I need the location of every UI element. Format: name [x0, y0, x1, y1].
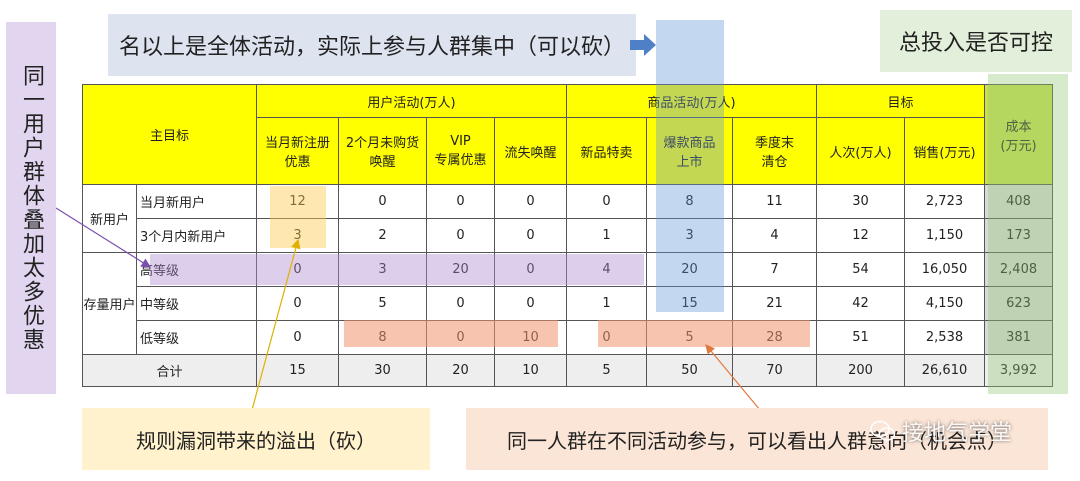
- activity-table: 主目标 用户活动(万人) 商品活动(万人) 目标 成本 (万元) 当月新注册 优…: [82, 84, 1053, 387]
- table-cell: 12: [816, 218, 905, 253]
- top-banner: 名以上是全体活动，实际上参与人群集中（可以砍）: [108, 14, 636, 76]
- table-cell: 2,723: [904, 184, 985, 219]
- total-cost-cell: 3,992: [984, 354, 1053, 387]
- table-cell: 0: [494, 286, 567, 321]
- total-cell: 200: [816, 354, 905, 387]
- table-cell: 1: [566, 286, 647, 321]
- table-cell: 21: [732, 286, 817, 321]
- column-header: 销售(万元): [904, 117, 985, 185]
- cost-cell: 173: [984, 218, 1053, 253]
- table-cell: 0: [426, 218, 495, 253]
- right-arrow-icon: [630, 34, 656, 56]
- table-cell: 0: [494, 218, 567, 253]
- column-header: 流失唤醒: [494, 117, 567, 185]
- total-cell: 5: [566, 354, 647, 387]
- total-cell: 70: [732, 354, 817, 387]
- row-label: 低等级: [136, 320, 257, 355]
- table-cell: 0: [256, 320, 339, 355]
- cost-cell: 408: [984, 184, 1053, 219]
- right-banner: 总投入是否可控: [880, 10, 1072, 72]
- total-cell: 30: [338, 354, 427, 387]
- left-banner-text: 同一用户群体叠加太多优惠: [19, 64, 44, 352]
- table-cell: 30: [816, 184, 905, 219]
- top-banner-text: 名以上是全体活动，实际上参与人群集中（可以砍）: [118, 35, 625, 60]
- cost-cell: 623: [984, 286, 1053, 321]
- table-row: 3个月内新用户 3 2 0 0 1 3 4 12 1,150 173: [83, 218, 1053, 253]
- table-cell: 4,150: [904, 286, 985, 321]
- table-row: 中等级 0 5 0 0 1 15 21 42 4,150 623: [83, 286, 1053, 321]
- total-cell: 10: [494, 354, 567, 387]
- table-cell: 7: [732, 252, 817, 287]
- cost-cell: 2,408: [984, 252, 1053, 287]
- total-label: 合计: [82, 354, 257, 387]
- total-cell: 15: [256, 354, 339, 387]
- table-cell: 3: [338, 252, 427, 287]
- bottom-right-note: 同一人群在不同活动参与，可以看出人群意向（机会点）: [466, 408, 1048, 470]
- watermark-text: 接地气学堂: [902, 421, 1013, 446]
- column-header: 2个月未购货 唤醒: [338, 117, 427, 185]
- total-row: 合计 15 30 20 10 5 50 70 200 26,610 3,992: [82, 354, 1053, 387]
- bottom-left-note: 规则漏洞带来的溢出（砍）: [82, 408, 430, 470]
- row-label: 3个月内新用户: [136, 218, 257, 253]
- column-header: VIP 专属优惠: [426, 117, 495, 185]
- wechat-icon: [870, 420, 896, 441]
- table-cell: 4: [732, 218, 817, 253]
- table-cell: 0: [256, 286, 339, 321]
- table-cell: 0: [256, 252, 339, 287]
- table-cell: 15: [646, 286, 733, 321]
- table-cell: 0: [426, 286, 495, 321]
- table-cell: 0: [338, 184, 427, 219]
- column-header: 季度末 清仓: [732, 117, 817, 185]
- table-row: 存量用户 高等级 0 3 20 0 4 20 7 54 16,050 2,408: [82, 252, 1053, 355]
- watermark: 接地气学堂: [870, 416, 1050, 446]
- bottom-right-note-text: 同一人群在不同活动参与，可以看出人群意向（机会点）: [507, 428, 1007, 453]
- category-stock-users: 存量用户: [82, 252, 137, 355]
- row-label: 中等级: [136, 286, 257, 321]
- left-banner: 同一用户群体叠加太多优惠: [6, 22, 56, 394]
- user-activity-header: 用户活动(万人): [256, 84, 567, 118]
- bottom-left-note-text: 规则漏洞带来的溢出（砍）: [136, 428, 376, 453]
- table-cell: 12: [256, 184, 339, 219]
- column-header: 当月新注册 优惠: [256, 117, 339, 185]
- target-header: 目标: [816, 84, 985, 118]
- column-header: 新品特卖: [566, 117, 647, 185]
- cost-header: 成本 (万元): [984, 84, 1053, 185]
- table-cell: 16,050: [904, 252, 985, 287]
- table-cell: 0: [426, 184, 495, 219]
- right-banner-text: 总投入是否可控: [898, 31, 1053, 56]
- cost-cell: 381: [984, 320, 1053, 355]
- table-cell: 1: [566, 218, 647, 253]
- total-cell: 26,610: [904, 354, 985, 387]
- table-cell: 42: [816, 286, 905, 321]
- table-cell: 2: [338, 218, 427, 253]
- table-row: 新用户 当月新用户 12 0 0 0 0 8 11 30 2,723 408: [82, 184, 1053, 253]
- total-cell: 20: [426, 354, 495, 387]
- table-cell: 54: [816, 252, 905, 287]
- total-cell: 50: [646, 354, 733, 387]
- table-cell: 20: [646, 252, 733, 287]
